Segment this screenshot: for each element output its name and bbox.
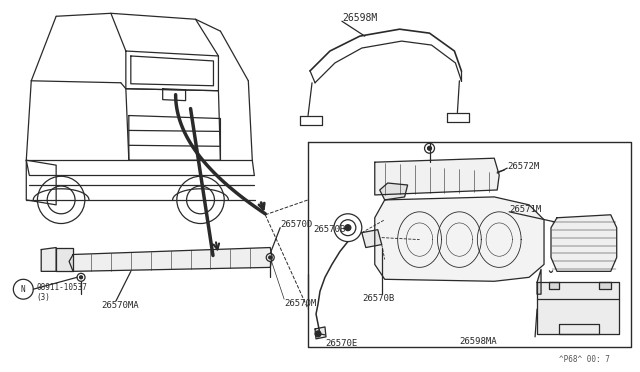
Polygon shape [599,282,611,289]
Polygon shape [69,247,272,271]
Polygon shape [362,230,381,247]
Text: 26570B: 26570B [362,294,394,303]
Text: 26570M: 26570M [284,299,316,308]
Text: ^P68^ 00: 7: ^P68^ 00: 7 [559,355,610,364]
Text: 26598MA: 26598MA [460,337,497,346]
Polygon shape [56,247,73,271]
Polygon shape [375,197,544,281]
Text: N: N [21,285,26,294]
Polygon shape [380,183,408,200]
Polygon shape [375,158,499,195]
Polygon shape [549,282,559,289]
Circle shape [269,256,272,259]
Circle shape [345,225,351,231]
Circle shape [315,331,321,337]
Circle shape [79,276,83,279]
Polygon shape [537,269,541,294]
Text: 26570D: 26570D [280,220,312,229]
Text: (3): (3) [36,293,50,302]
Polygon shape [537,282,619,334]
Text: 26570E: 26570E [325,339,357,348]
Circle shape [428,146,431,150]
Text: 26570B: 26570B [313,225,346,234]
Text: 26598M: 26598M [342,13,377,23]
Polygon shape [315,327,326,339]
Text: 26571M: 26571M [509,205,541,214]
Polygon shape [41,247,56,271]
Polygon shape [551,215,617,271]
Text: 08911-10537: 08911-10537 [36,283,87,292]
Text: 26572M: 26572M [507,162,540,171]
Text: 26570MA: 26570MA [101,301,139,310]
